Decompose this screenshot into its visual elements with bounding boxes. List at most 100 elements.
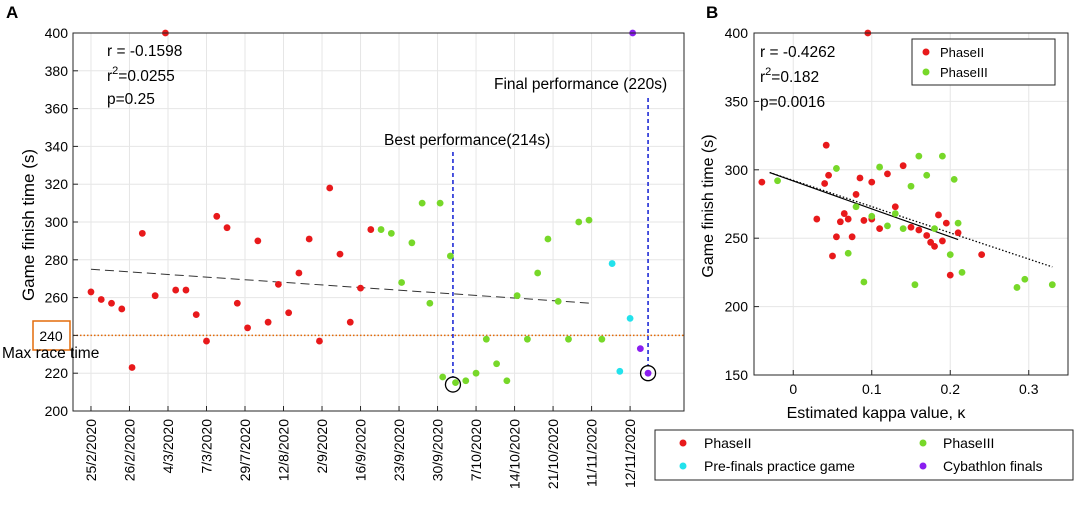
panel-b-point (884, 222, 891, 230)
panel-b-point (852, 203, 860, 211)
panel-b-point (833, 233, 840, 241)
panel-a-point (482, 335, 490, 343)
panel-a-point (446, 252, 454, 260)
panel-a-xtick-label: 25/2/2020 (83, 419, 99, 481)
panel-b-point (825, 171, 832, 179)
panel-b-ytick-label: 250 (725, 230, 749, 246)
panel-a-ticks: 20022024026028030032034036038040025/2/20… (45, 25, 638, 489)
panel-b-fit-lines (769, 171, 1053, 268)
panel-a-xtick-label: 14/10/2020 (507, 419, 523, 489)
panel-a-stat-r: r = -0.1598 (107, 43, 182, 60)
panel-b-stat-p: p=0.0016 (760, 94, 825, 111)
panel-b-point (813, 215, 821, 223)
panel-a-xtick-label: 23/9/2020 (391, 419, 407, 481)
panel-b-point (1048, 281, 1056, 289)
panel-a-point (128, 364, 136, 371)
panel-b-point (939, 237, 946, 245)
panel-a-point (118, 305, 126, 313)
panel-b-point (950, 175, 958, 183)
panel-b-point (942, 219, 950, 227)
panel-a-point (223, 224, 231, 232)
best-performance-circle (444, 376, 462, 393)
panel-a-point (274, 280, 282, 288)
panel-a-xtick-label: 26/2/2020 (121, 419, 137, 481)
panel-a-point (192, 311, 200, 319)
panel-b-point (829, 252, 836, 260)
bottom-legend-box (654, 429, 1074, 481)
panel-b-point (915, 152, 923, 160)
panel-a-point (462, 377, 470, 385)
panel-a-point (452, 379, 459, 387)
panel-a-point (367, 226, 375, 233)
panel-a-point (203, 337, 210, 345)
panel-a-ytick-label: 320 (45, 176, 69, 192)
panel-b-frame (753, 32, 1069, 376)
panel-a-xtick-label: 12/8/2020 (276, 419, 292, 481)
panel-b-legend-label-phase3: PhaseIII (940, 65, 988, 80)
panel-b-point (758, 178, 766, 186)
panel-a-trend (73, 98, 684, 377)
panel-b-point (860, 278, 868, 286)
panel-a-frame (72, 32, 685, 412)
panel-b-point (931, 243, 938, 250)
panel-a-ytick-label: 380 (45, 63, 69, 79)
panel-b-point (848, 233, 856, 241)
panel-b-point (884, 170, 891, 178)
panel-a-xtick-label: 21/10/2020 (545, 419, 561, 489)
panel-a-point (585, 216, 593, 224)
panel-a-point (554, 297, 562, 305)
panel-a-point (513, 292, 521, 300)
panel-b-point (907, 223, 915, 231)
panel-a-point (346, 318, 354, 326)
panel-b-point (891, 210, 899, 217)
panel-a-point (264, 318, 272, 326)
legend-marker-phase3 (919, 439, 927, 447)
panel-a-point (285, 309, 293, 317)
panel-b-label: B (706, 3, 718, 22)
legend-marker-finals (919, 462, 927, 470)
panel-a-point (305, 235, 313, 243)
panel-a-xtick-label: 30/9/2020 (430, 419, 446, 481)
panel-b-point (978, 251, 986, 259)
panel-a-point (357, 284, 364, 292)
panel-b-point (946, 251, 954, 259)
panel-a-point (523, 335, 531, 343)
panel-b: B Game finish time (s) 150 200 250 300 350 40… (700, 3, 1069, 422)
panel-a-ytick-label: 200 (45, 403, 69, 419)
panel-b-point (899, 162, 907, 170)
panel-a-point (493, 360, 500, 368)
panel-b-point (907, 182, 915, 190)
panel-a-ytick-label: 300 (45, 214, 69, 230)
panel-a-point (565, 335, 572, 343)
panel-b-point (860, 217, 868, 224)
panel-b-ytick-label: 150 (725, 367, 749, 383)
legend-marker-phase2 (679, 439, 687, 447)
panel-b-point (1013, 284, 1021, 291)
panel-a-ytick-label: 340 (45, 138, 69, 154)
panel-a-ytick-label: 260 (45, 290, 69, 306)
panel-b-xtick-label: 0 (789, 381, 797, 397)
panel-b-point (946, 271, 954, 279)
panel-a-point (108, 299, 115, 307)
final-performance-label: Final performance (220s) (494, 76, 667, 93)
panel-a-point (472, 369, 480, 377)
panel-a-xtick-label: 16/9/2020 (353, 419, 369, 481)
panel-a-point (138, 229, 146, 237)
panel-b-point (774, 177, 781, 185)
panel-a-point (244, 324, 251, 332)
panel-b-point (868, 178, 876, 186)
panel-b-xlabel: Estimated kappa value, κ (787, 405, 967, 422)
panel-b-xtick-label: 0.1 (862, 381, 882, 397)
panel-a-xtick-label: 2/9/2020 (314, 419, 330, 474)
panel-b-ytick-label: 350 (725, 93, 749, 109)
panel-b-point (954, 229, 962, 237)
panel-b-point (852, 191, 860, 198)
panel-a-point (644, 369, 652, 377)
panel-b-point (1021, 275, 1029, 283)
panel-a-xtick-label: 29/7/2020 (237, 419, 253, 481)
panel-b-point (844, 215, 852, 223)
panel-a-ytick-label: 220 (45, 365, 69, 381)
panel-b-stat-r: r = -0.4262 (760, 44, 835, 61)
panel-b-point (923, 232, 931, 239)
